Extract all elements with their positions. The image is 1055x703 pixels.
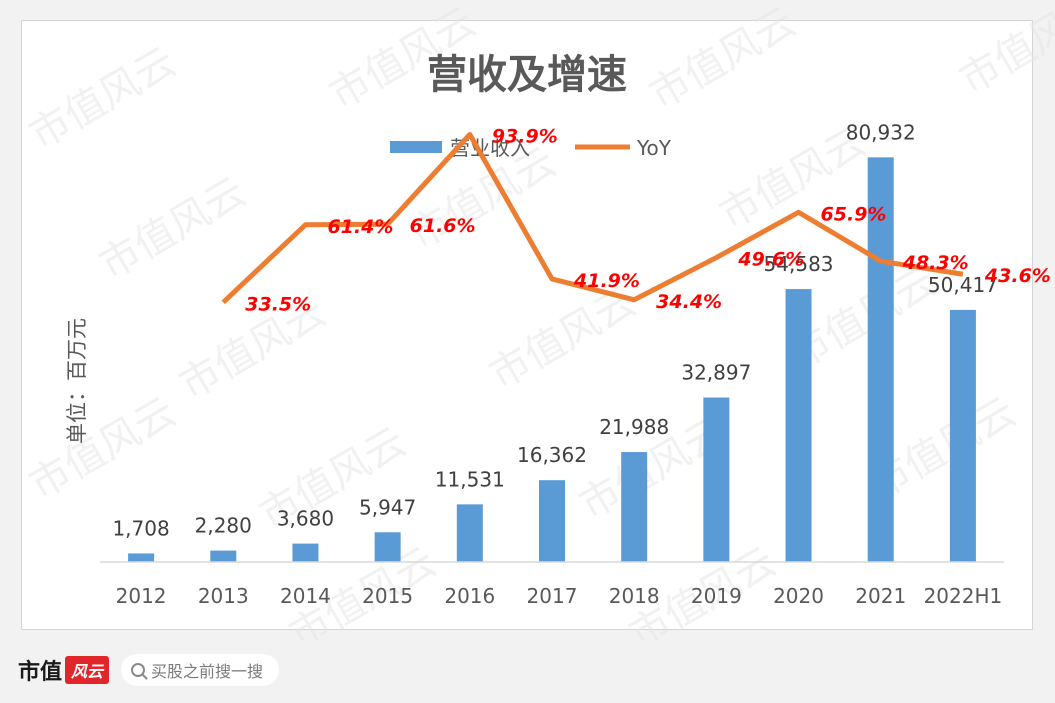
revenue-bar <box>785 289 812 562</box>
yoy-value-labels: 33.5% 61.4% 61.6% 93.9% 41.9% 34.4% 49.6% 65.9%… <box>245 126 1051 316</box>
revenue-bar <box>374 532 401 562</box>
yoy-value-label: 93.9% <box>492 126 558 148</box>
yoy-line <box>221 132 964 305</box>
legend: 营业收入 YoY <box>390 136 672 160</box>
bar-value-labels: 1,708 2,280 3,680 5,947 11,531 16,362 21,988 32… <box>112 120 997 540</box>
yoy-value-label: 33.5% <box>245 293 311 315</box>
revenue-bar <box>456 504 483 562</box>
x-tick-label: 2014 <box>280 584 331 608</box>
x-tick-label: 2017 <box>527 584 578 608</box>
watermark-text: 市值风云 <box>22 389 184 509</box>
revenue-value-label: 16,362 <box>517 443 587 467</box>
chart-frame <box>21 20 1033 630</box>
yoy-value-label: 49.6% <box>737 249 804 271</box>
chart-title: 营收及增速 <box>427 52 627 98</box>
revenue-bar <box>949 309 976 562</box>
brand-mark: 风云 <box>65 656 110 684</box>
watermark-text: 市值风云 <box>952 0 1055 104</box>
x-tick-label: 2022H1 <box>924 584 1003 608</box>
yoy-value-label: 61.6% <box>410 215 476 237</box>
revenue-value-label: 1,708 <box>112 516 169 540</box>
revenue-bar <box>703 397 730 562</box>
yoy-value-label: 61.4% <box>327 216 393 238</box>
revenue-bar <box>621 452 648 562</box>
yoy-value-label: 43.6% <box>984 265 1051 287</box>
revenue-bar <box>210 550 237 562</box>
yoy-value-label: 65.9% <box>821 203 887 225</box>
watermark-text: 市值风云 <box>642 0 804 119</box>
footer: 市值 风云 买股之前搜一搜 <box>18 650 280 690</box>
x-tick-label: 2019 <box>691 584 742 608</box>
x-tick-label: 2021 <box>855 584 906 608</box>
yoy-value-label: 48.3% <box>902 252 969 274</box>
x-tick-label: 2016 <box>444 584 495 608</box>
search-box[interactable]: 买股之前搜一搜 <box>121 654 280 686</box>
watermark-text: 市值风云 <box>22 39 184 159</box>
yoy-value-label: 34.4% <box>656 291 722 313</box>
revenue-value-label: 21,988 <box>599 415 669 439</box>
x-tick-label: 2018 <box>609 584 660 608</box>
yoy-value-label: 41.9% <box>573 270 640 292</box>
revenue-value-label: 54,583 <box>764 252 834 276</box>
revenue-value-label: 32,897 <box>681 361 751 385</box>
x-tick-label: 2020 <box>773 584 824 608</box>
y-axis-label: 单位：百万元 <box>65 318 89 444</box>
revenue-value-label: 50,417 <box>928 273 998 297</box>
search-icon <box>131 663 146 677</box>
brand-text: 市值 <box>18 659 63 685</box>
x-tick-label: 2013 <box>198 584 249 608</box>
legend-swatch-bar <box>390 141 442 153</box>
revenue-value-label: 11,531 <box>435 467 505 491</box>
revenue-bar <box>128 553 155 562</box>
x-tick-label: 2012 <box>116 584 167 608</box>
revenue-value-label: 5,947 <box>359 495 416 519</box>
bar-series <box>128 157 976 562</box>
search-text: 买股之前搜一搜 <box>151 662 264 681</box>
revenue-value-label: 80,932 <box>846 120 916 144</box>
legend-label-yoy: YoY <box>636 136 672 160</box>
brand-logo: 市值 风云 <box>18 654 110 686</box>
revenue-value-label: 2,280 <box>195 514 252 538</box>
x-tick-labels: 2012 2013 2014 2015 2016 2017 2018 2019 2020 2021… <box>116 584 1003 608</box>
revenue-bar <box>867 157 894 562</box>
watermark-text: 市值风云 <box>92 169 254 289</box>
revenue-bar <box>292 543 319 562</box>
revenue-value-label: 3,680 <box>277 507 334 531</box>
revenue-bar <box>539 480 565 562</box>
x-tick-label: 2015 <box>362 584 413 608</box>
